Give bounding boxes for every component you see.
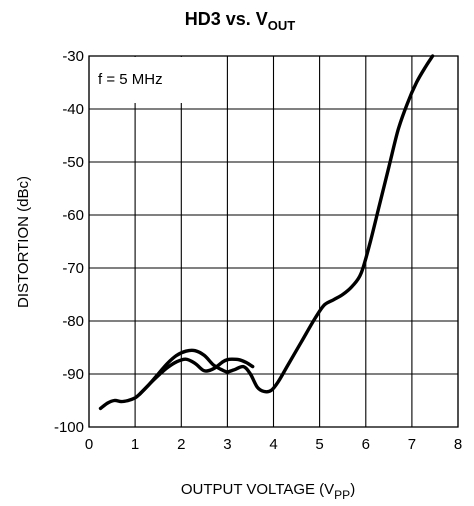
chart-title: HD3 vs. VOUT	[185, 9, 296, 33]
annotation-box	[90, 57, 185, 103]
y-tick-label: -70	[62, 260, 84, 277]
y-tick-label: -80	[62, 313, 84, 330]
y-tick-label: -90	[62, 366, 84, 383]
x-tick-label: 5	[315, 436, 323, 453]
y-tick-label: -50	[62, 154, 84, 171]
frequency-annotation: f = 5 MHz	[98, 71, 163, 88]
plot-frame	[88, 55, 459, 428]
x-axis-title-main: OUTPUT VOLTAGE (V	[181, 481, 334, 498]
chart-title-main: HD3 vs. V	[185, 9, 268, 29]
y-tick-label: -60	[62, 207, 84, 224]
y-axis-title: DISTORTION (dBc)	[15, 176, 32, 308]
x-tick-label: 2	[177, 436, 185, 453]
x-axis-title: OUTPUT VOLTAGE (VPP)	[181, 481, 355, 502]
series-line-2	[138, 357, 255, 396]
data-series	[98, 54, 435, 411]
x-axis-title-close: )	[350, 481, 355, 498]
x-axis-title-subscript: PP	[334, 488, 350, 502]
x-tick-labels: 0 1 2 3 4 5 6 7 8	[85, 436, 462, 453]
x-tick-label: 6	[362, 436, 370, 453]
y-tick-label: -100	[54, 419, 84, 436]
x-tick-label: 0	[85, 436, 93, 453]
x-tick-label: 3	[223, 436, 231, 453]
y-tick-label: -40	[62, 101, 84, 118]
x-tick-label: 4	[269, 436, 277, 453]
y-tick-label: -30	[62, 48, 84, 65]
x-tick-label: 8	[454, 436, 462, 453]
x-tick-label: 7	[408, 436, 416, 453]
x-tick-label: 1	[131, 436, 139, 453]
y-tick-labels: -100 -90 -80 -70 -60 -50 -40 -30	[54, 48, 84, 436]
chart-title-subscript: OUT	[268, 18, 296, 33]
